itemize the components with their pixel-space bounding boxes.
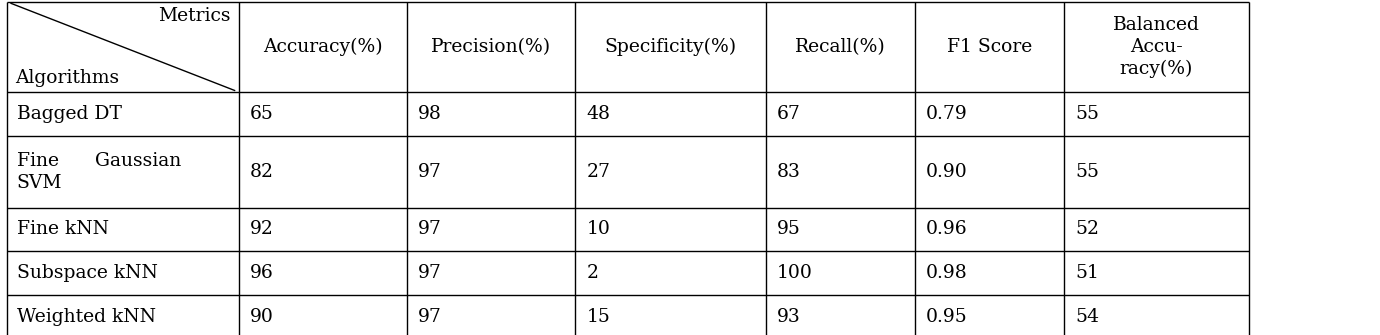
Text: Fine      Gaussian
SVM: Fine Gaussian SVM: [17, 151, 181, 192]
Text: 48: 48: [586, 105, 610, 123]
Text: Accuracy(%): Accuracy(%): [264, 38, 382, 56]
Text: 92: 92: [250, 220, 273, 239]
Text: 2: 2: [586, 264, 599, 282]
Text: 67: 67: [777, 105, 800, 123]
Text: Precision(%): Precision(%): [431, 38, 552, 56]
Text: 15: 15: [586, 308, 610, 326]
Text: Bagged DT: Bagged DT: [17, 105, 121, 123]
Text: 95: 95: [777, 220, 800, 239]
Text: 0.98: 0.98: [926, 264, 967, 282]
Text: 65: 65: [250, 105, 273, 123]
Text: 55: 55: [1075, 163, 1098, 181]
Text: 97: 97: [418, 264, 442, 282]
Text: 96: 96: [250, 264, 273, 282]
Text: 10: 10: [586, 220, 610, 239]
Text: Weighted kNN: Weighted kNN: [17, 308, 156, 326]
Text: 82: 82: [250, 163, 273, 181]
Text: Specificity(%): Specificity(%): [604, 38, 737, 56]
Text: 100: 100: [777, 264, 813, 282]
Text: 90: 90: [250, 308, 273, 326]
Text: 0.96: 0.96: [926, 220, 967, 239]
Text: Fine kNN: Fine kNN: [17, 220, 109, 239]
Text: 83: 83: [777, 163, 800, 181]
Text: 97: 97: [418, 308, 442, 326]
Text: 0.95: 0.95: [926, 308, 967, 326]
Text: F1 Score: F1 Score: [947, 38, 1032, 56]
Text: Recall(%): Recall(%): [795, 38, 886, 56]
Text: 55: 55: [1075, 105, 1098, 123]
Text: 27: 27: [586, 163, 610, 181]
Text: Balanced
Accu-
racy(%): Balanced Accu- racy(%): [1114, 15, 1199, 78]
Text: 97: 97: [418, 163, 442, 181]
Text: 97: 97: [418, 220, 442, 239]
Text: 93: 93: [777, 308, 800, 326]
Text: 51: 51: [1075, 264, 1098, 282]
Text: Metrics: Metrics: [157, 7, 230, 25]
Text: 0.90: 0.90: [926, 163, 967, 181]
Text: Subspace kNN: Subspace kNN: [17, 264, 157, 282]
Text: 0.79: 0.79: [926, 105, 967, 123]
Text: 98: 98: [418, 105, 442, 123]
Text: 52: 52: [1075, 220, 1098, 239]
Text: Algorithms: Algorithms: [15, 69, 119, 87]
Text: 54: 54: [1075, 308, 1098, 326]
